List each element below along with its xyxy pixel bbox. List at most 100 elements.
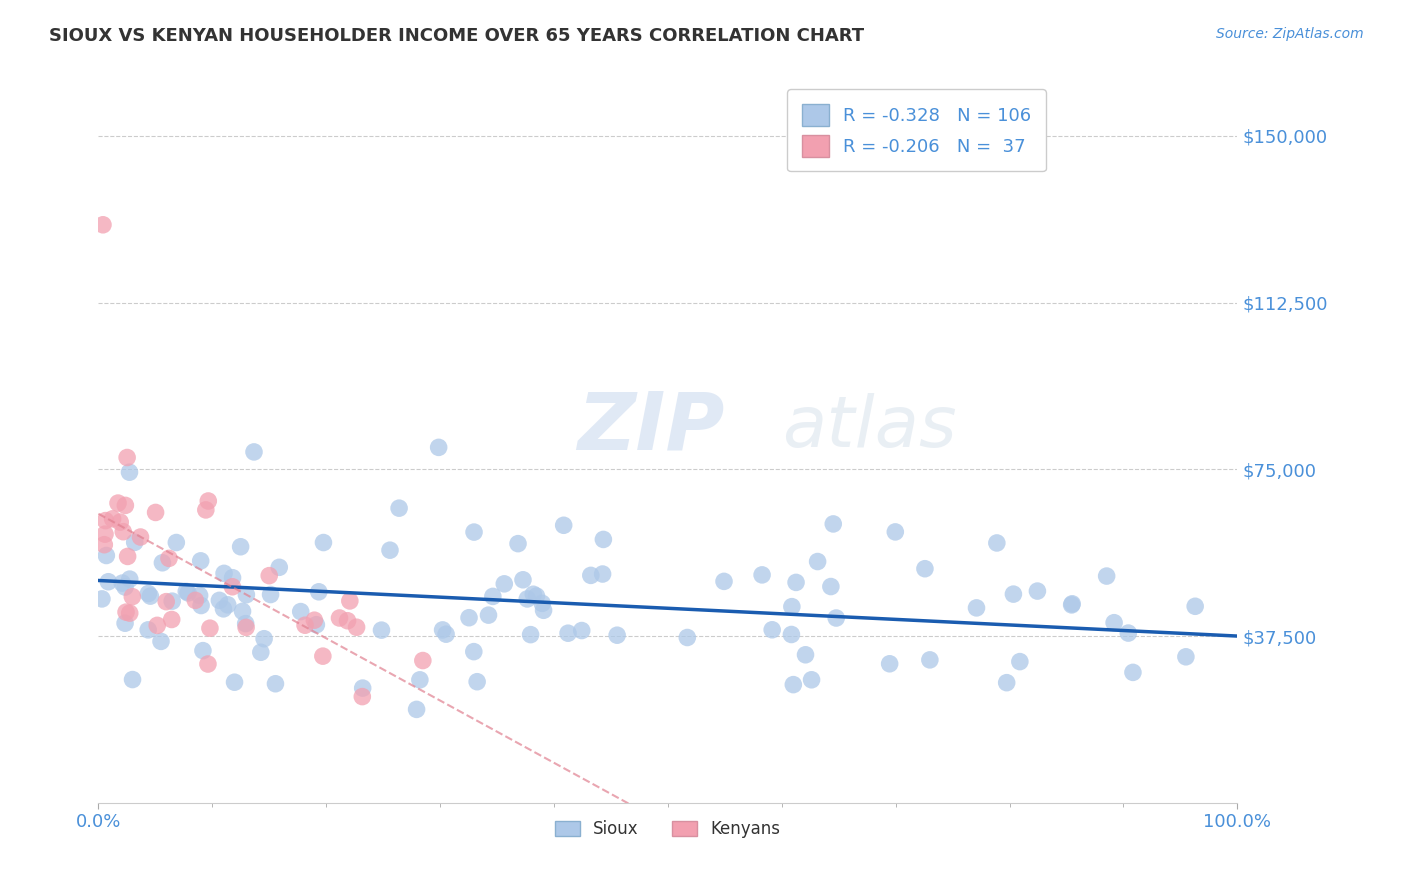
Point	[571, 624, 593, 638]
Point	[118, 465, 141, 479]
Point	[482, 590, 505, 604]
Point	[198, 621, 221, 635]
Point	[177, 586, 200, 600]
Point	[1002, 587, 1025, 601]
Point	[184, 593, 207, 607]
Point	[427, 441, 450, 455]
Point	[129, 530, 152, 544]
Point	[606, 628, 628, 642]
Text: SIOUX VS KENYAN HOUSEHOLDER INCOME OVER 65 YEARS CORRELATION CHART: SIOUX VS KENYAN HOUSEHOLDER INCOME OVER …	[49, 27, 865, 45]
Point	[136, 586, 159, 600]
Point	[121, 590, 143, 604]
Point	[101, 512, 124, 526]
Point	[290, 605, 312, 619]
Point	[235, 588, 257, 602]
Point	[118, 606, 141, 620]
Point	[97, 574, 120, 589]
Point	[1102, 615, 1125, 630]
Point	[190, 554, 212, 568]
Point	[118, 572, 141, 586]
Point	[235, 620, 257, 634]
Point	[114, 616, 136, 631]
Point	[388, 501, 411, 516]
Point	[592, 567, 614, 582]
Point	[966, 600, 988, 615]
Point	[800, 673, 823, 687]
Point	[194, 503, 217, 517]
Point	[264, 677, 287, 691]
Point	[110, 515, 132, 529]
Point	[145, 505, 167, 519]
Point	[312, 535, 335, 549]
Point	[494, 577, 516, 591]
Point	[1095, 569, 1118, 583]
Point	[94, 514, 117, 528]
Point	[121, 673, 143, 687]
Point	[312, 649, 335, 664]
Point	[304, 613, 326, 627]
Point	[91, 591, 114, 606]
Point	[463, 645, 485, 659]
Point	[136, 623, 159, 637]
Point	[188, 589, 211, 603]
Point	[117, 549, 139, 564]
Point	[152, 556, 174, 570]
Text: ZIP: ZIP	[576, 388, 724, 467]
Point	[579, 568, 602, 582]
Point	[761, 623, 783, 637]
Point	[879, 657, 901, 671]
Point	[269, 560, 291, 574]
Point	[155, 594, 177, 608]
Point	[1184, 599, 1206, 614]
Point	[432, 623, 454, 637]
Point	[212, 602, 235, 616]
Point	[506, 536, 529, 550]
Point	[526, 589, 548, 603]
Point	[197, 494, 219, 508]
Point	[212, 566, 235, 581]
Point	[107, 496, 129, 510]
Point	[477, 608, 499, 623]
Point	[259, 588, 281, 602]
Point	[531, 596, 554, 610]
Point	[465, 674, 488, 689]
Point	[197, 657, 219, 671]
Point	[93, 538, 115, 552]
Point	[146, 618, 169, 632]
Point	[305, 617, 328, 632]
Point	[191, 643, 214, 657]
Point	[352, 690, 374, 704]
Point	[165, 535, 187, 549]
Point	[157, 551, 180, 566]
Point	[294, 618, 316, 632]
Point	[434, 627, 457, 641]
Point	[160, 594, 183, 608]
Point	[1026, 584, 1049, 599]
Point	[825, 611, 848, 625]
Point	[557, 626, 579, 640]
Point	[553, 518, 575, 533]
Point	[221, 571, 243, 585]
Point	[918, 653, 941, 667]
Point	[820, 580, 842, 594]
Point	[336, 614, 359, 628]
Point	[823, 516, 845, 531]
Point	[1116, 626, 1139, 640]
Point	[519, 627, 541, 641]
Point	[463, 525, 485, 540]
Text: Source: ZipAtlas.com: Source: ZipAtlas.com	[1216, 27, 1364, 41]
Point	[257, 568, 280, 582]
Point	[995, 675, 1018, 690]
Point	[160, 612, 183, 626]
Point	[221, 580, 243, 594]
Point	[592, 533, 614, 547]
Point	[339, 594, 361, 608]
Point	[1062, 597, 1084, 611]
Point	[884, 524, 907, 539]
Point	[1174, 649, 1197, 664]
Point	[229, 540, 252, 554]
Point	[914, 562, 936, 576]
Point	[782, 678, 804, 692]
Point	[751, 567, 773, 582]
Point	[94, 527, 117, 541]
